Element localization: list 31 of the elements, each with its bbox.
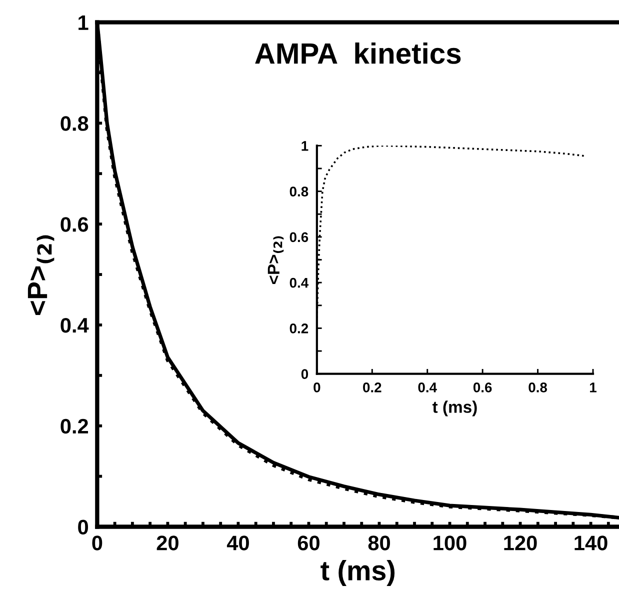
x-tick-label: 0 bbox=[92, 536, 102, 550]
x-tick-label: 120 bbox=[504, 536, 537, 550]
x-tick-label: 0 bbox=[314, 382, 320, 392]
y-tick-label: 0.8 bbox=[290, 186, 308, 196]
y-tick-label: 1 bbox=[78, 15, 88, 30]
text: AMPA kinetics bbox=[255, 42, 461, 64]
x-axis-title: t (ms) bbox=[432, 400, 477, 416]
y-tick-label: 0.4 bbox=[290, 278, 309, 288]
y-tick-label: 0 bbox=[301, 369, 308, 380]
x-tick-label: 0.2 bbox=[363, 382, 382, 392]
x-tick-label: 0.8 bbox=[528, 382, 548, 392]
y-axis-title: <P>$_{(2)}$ bbox=[268, 236, 284, 284]
x-axis-title: t (ms) bbox=[320, 560, 395, 586]
x-tick-label: 0.6 bbox=[473, 382, 492, 392]
y-tick-label: 1 bbox=[302, 141, 308, 151]
y-tick-label: 0.4 bbox=[60, 318, 89, 333]
y-tick-label: 0.2 bbox=[60, 418, 88, 434]
x-tick-label: 1 bbox=[590, 382, 596, 392]
x-tick-label: 40 bbox=[226, 536, 249, 550]
y-tick-label: 0.6 bbox=[290, 232, 308, 242]
y-tick-label: 0.6 bbox=[60, 217, 88, 232]
y-tick-label: 0.2 bbox=[290, 324, 308, 334]
y-tick-label: 0.8 bbox=[60, 116, 88, 131]
x-tick-label: 80 bbox=[368, 536, 390, 550]
x-tick-label: 60 bbox=[298, 536, 320, 550]
x-tick-label: 20 bbox=[156, 536, 178, 550]
y-axis-title: <P>$_{(2)}$ bbox=[28, 235, 54, 316]
x-tick-label: 100 bbox=[434, 536, 466, 550]
x-tick-label: 140 bbox=[574, 536, 608, 550]
x-tick-label: 0.4 bbox=[418, 382, 437, 392]
y-tick-label: 0 bbox=[78, 520, 88, 535]
